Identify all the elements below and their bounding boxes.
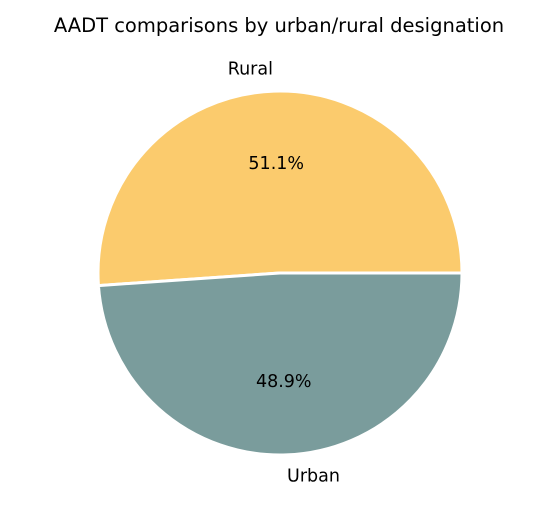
pie-slice-rural — [96, 89, 464, 288]
pie-slices — [96, 89, 464, 457]
pie-slice-urban — [96, 271, 464, 457]
slice-percent-urban: 48.9% — [256, 372, 312, 392]
slice-label-rural: Rural — [228, 59, 273, 79]
chart-title: AADT comparisons by urban/rural designat… — [54, 14, 504, 37]
slice-label-urban: Urban — [287, 467, 340, 487]
pie-labels: Rural 51.1% Urban 48.9% — [228, 59, 340, 486]
slice-percent-rural: 51.1% — [248, 154, 304, 174]
